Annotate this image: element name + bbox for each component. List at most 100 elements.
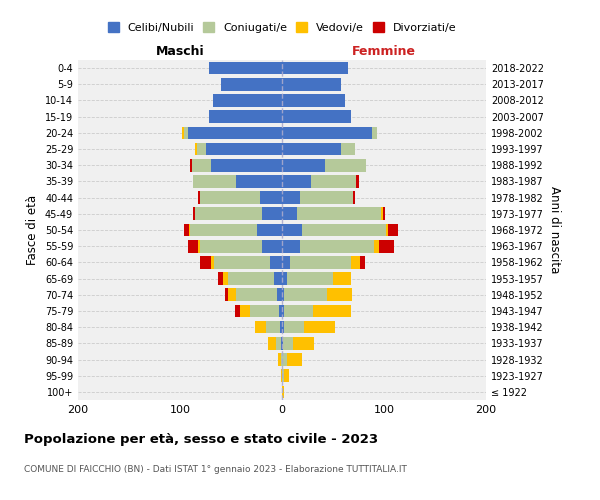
Bar bbox=[190, 224, 257, 236]
Bar bbox=[282, 370, 284, 382]
Bar bbox=[211, 256, 214, 268]
Bar bbox=[282, 353, 287, 366]
Bar bbox=[356, 175, 359, 188]
Bar bbox=[256, 321, 266, 334]
Bar bbox=[341, 142, 355, 156]
Bar bbox=[282, 94, 345, 107]
Bar bbox=[282, 192, 301, 204]
Bar bbox=[284, 304, 313, 318]
Bar bbox=[274, 272, 282, 285]
Bar bbox=[374, 240, 379, 252]
Bar bbox=[228, 272, 274, 285]
Bar bbox=[236, 288, 277, 301]
Bar bbox=[262, 240, 282, 252]
Bar bbox=[282, 288, 284, 301]
Bar bbox=[311, 175, 356, 188]
Bar bbox=[278, 353, 281, 366]
Bar bbox=[282, 321, 284, 334]
Bar bbox=[235, 304, 240, 318]
Text: Femmine: Femmine bbox=[352, 46, 416, 59]
Bar bbox=[287, 353, 302, 366]
Bar bbox=[262, 208, 282, 220]
Bar bbox=[281, 353, 282, 366]
Bar bbox=[313, 304, 352, 318]
Text: COMUNE DI FAICCHIO (BN) - Dati ISTAT 1° gennaio 2023 - Elaborazione TUTTITALIA.I: COMUNE DI FAICCHIO (BN) - Dati ISTAT 1° … bbox=[24, 466, 407, 474]
Bar bbox=[282, 175, 311, 188]
Bar bbox=[284, 288, 327, 301]
Bar bbox=[277, 288, 282, 301]
Bar bbox=[228, 288, 236, 301]
Bar bbox=[282, 304, 284, 318]
Bar bbox=[223, 272, 228, 285]
Bar bbox=[379, 240, 394, 252]
Bar bbox=[287, 272, 333, 285]
Bar bbox=[383, 208, 385, 220]
Bar bbox=[209, 110, 282, 123]
Bar bbox=[268, 337, 276, 349]
Y-axis label: Anni di nascita: Anni di nascita bbox=[548, 186, 560, 274]
Bar bbox=[284, 370, 289, 382]
Bar bbox=[282, 126, 372, 139]
Bar bbox=[282, 78, 341, 90]
Bar bbox=[304, 321, 335, 334]
Bar bbox=[184, 224, 189, 236]
Bar bbox=[184, 126, 188, 139]
Bar bbox=[301, 240, 374, 252]
Bar bbox=[188, 240, 199, 252]
Bar bbox=[189, 224, 190, 236]
Bar bbox=[200, 256, 211, 268]
Bar bbox=[333, 272, 352, 285]
Bar bbox=[381, 208, 383, 220]
Bar bbox=[266, 321, 280, 334]
Bar bbox=[282, 256, 290, 268]
Bar bbox=[193, 208, 196, 220]
Bar bbox=[293, 337, 314, 349]
Bar bbox=[276, 337, 281, 349]
Bar bbox=[282, 159, 325, 172]
Bar bbox=[192, 159, 211, 172]
Legend: Celibi/Nubili, Coniugati/e, Vedovi/e, Divorziati/e: Celibi/Nubili, Coniugati/e, Vedovi/e, Di… bbox=[103, 18, 461, 38]
Bar bbox=[279, 304, 282, 318]
Bar bbox=[281, 370, 282, 382]
Bar bbox=[199, 240, 200, 252]
Bar bbox=[298, 208, 381, 220]
Bar bbox=[282, 110, 352, 123]
Bar bbox=[225, 288, 228, 301]
Bar bbox=[359, 256, 365, 268]
Bar bbox=[211, 159, 282, 172]
Bar bbox=[200, 192, 260, 204]
Bar bbox=[236, 175, 282, 188]
Bar bbox=[388, 224, 398, 236]
Bar bbox=[325, 159, 365, 172]
Bar bbox=[250, 304, 279, 318]
Bar bbox=[283, 337, 293, 349]
Bar bbox=[182, 126, 184, 139]
Bar bbox=[284, 321, 304, 334]
Bar bbox=[282, 240, 301, 252]
Bar bbox=[214, 256, 270, 268]
Bar bbox=[240, 304, 250, 318]
Bar bbox=[190, 159, 192, 172]
Bar bbox=[386, 224, 388, 236]
Bar bbox=[282, 224, 302, 236]
Bar bbox=[282, 272, 287, 285]
Bar bbox=[302, 224, 386, 236]
Bar bbox=[327, 288, 352, 301]
Bar bbox=[200, 240, 262, 252]
Text: Maschi: Maschi bbox=[155, 46, 205, 59]
Bar bbox=[221, 78, 282, 90]
Text: Popolazione per età, sesso e stato civile - 2023: Popolazione per età, sesso e stato civil… bbox=[24, 432, 378, 446]
Bar bbox=[282, 337, 283, 349]
Bar bbox=[282, 62, 349, 74]
Bar bbox=[197, 142, 206, 156]
Bar bbox=[282, 142, 341, 156]
Bar bbox=[212, 94, 282, 107]
Bar bbox=[257, 224, 282, 236]
Bar bbox=[196, 142, 197, 156]
Y-axis label: Fasce di età: Fasce di età bbox=[26, 195, 39, 265]
Bar bbox=[352, 256, 359, 268]
Bar bbox=[193, 175, 236, 188]
Bar bbox=[199, 192, 200, 204]
Bar bbox=[206, 142, 282, 156]
Bar bbox=[372, 126, 377, 139]
